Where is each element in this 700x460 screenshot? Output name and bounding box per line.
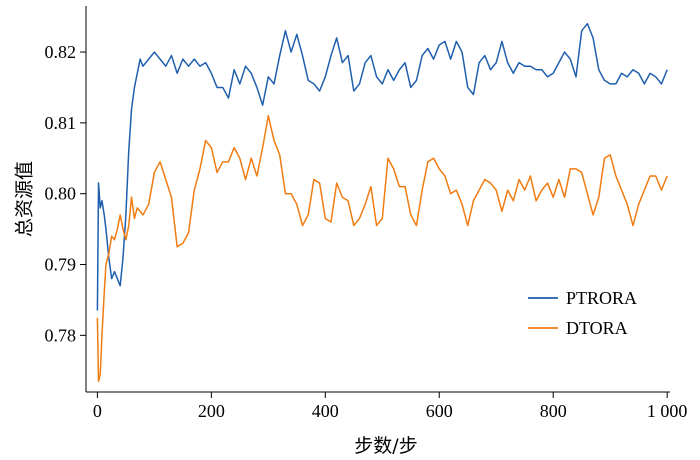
legend-label-dtora: DTORA (566, 318, 628, 338)
x-tick-label: 800 (540, 401, 567, 421)
x-tick-label: 1 000 (647, 401, 688, 421)
y-axis-ticks: 0.78 0.79 0.80 0.81 0.82 (45, 42, 86, 345)
y-axis-title: 总资源值 (14, 161, 36, 237)
x-tick-label: 0 (93, 401, 102, 421)
x-axis-title: 步数/步 (354, 435, 417, 457)
y-tick-label: 0.81 (45, 113, 77, 133)
y-tick-label: 0.78 (45, 325, 77, 345)
x-tick-label: 400 (312, 401, 339, 421)
y-tick-label: 0.82 (45, 42, 77, 62)
x-axis-ticks: 0 200 400 600 800 1 000 (93, 392, 688, 421)
legend: PTRORA DTORA (528, 288, 637, 338)
series-line-dtora (96, 115, 668, 383)
plot-lines (96, 22, 668, 383)
y-tick-label: 0.79 (45, 255, 77, 275)
series-line-ptrora (96, 22, 668, 311)
y-tick-label: 0.80 (45, 184, 77, 204)
x-tick-label: 200 (198, 401, 225, 421)
legend-label-ptrora: PTRORA (566, 288, 637, 308)
x-tick-label: 600 (426, 401, 453, 421)
